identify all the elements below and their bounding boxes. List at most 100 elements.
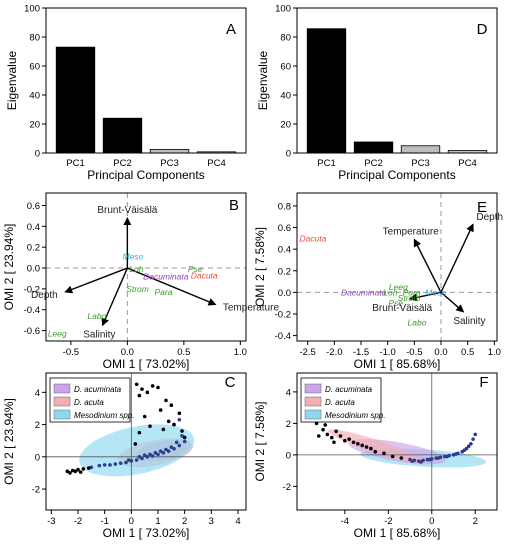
point-black-f xyxy=(332,440,336,445)
plot-frame-e xyxy=(296,192,498,342)
legend-label-c: Mesodinium spp. xyxy=(74,411,134,420)
x-axis-label-e: OMI 1 [ 85.68%] xyxy=(354,357,441,371)
y-tick-label-b: -0.4 xyxy=(24,305,40,316)
y-tick-label-a: 0 xyxy=(35,149,40,160)
y-tick-label-e: -0.4 xyxy=(275,331,291,342)
y-tick-label-d: 60 xyxy=(280,62,291,73)
point-blue-c xyxy=(137,455,142,459)
arrow-b-depth xyxy=(64,267,128,294)
point-black-f xyxy=(325,432,330,437)
x-tick-label-f: -2 xyxy=(384,516,392,527)
legend-label-f: Mesodinium spp. xyxy=(325,411,385,420)
panel-letter-f: F xyxy=(479,374,488,391)
point-black-c xyxy=(68,471,72,475)
point-black-c xyxy=(177,411,182,416)
point-blue-c xyxy=(124,460,128,465)
point-blue-f xyxy=(466,444,471,449)
plot-frame-b xyxy=(45,192,247,342)
y-tick-label-f: 0 xyxy=(286,450,291,461)
point-black-c xyxy=(133,442,138,446)
y-tick-label-d: 100 xyxy=(275,4,291,15)
point-black-c xyxy=(161,427,166,432)
point-black-c xyxy=(180,429,184,433)
legend-f: D. acuminata D. acuta Mesodinium spp. xyxy=(300,377,385,423)
panel-letter-c: C xyxy=(225,374,236,391)
arrow-label-e-temperature: Temperature xyxy=(383,226,440,237)
panel-b: Brunt-Väisälä Depth Salinity Temperature Mes… xyxy=(2,192,279,371)
point-blue-c xyxy=(174,440,179,445)
point-blue-c xyxy=(177,443,182,448)
y-tick-label-d: 40 xyxy=(280,91,291,102)
legend-label-f: D. acuta xyxy=(325,398,355,407)
point-blue-f xyxy=(462,448,467,452)
category-label-a: PC4 xyxy=(207,158,225,169)
y-axis-label-f: OMI 2 [ 7.58%] xyxy=(253,401,267,481)
panel-c: D. acuminata D. acuta Mesodinium spp. -2 0 2 4… xyxy=(2,372,247,540)
species-label-b-para: Para xyxy=(155,287,173,297)
y-tick-label-b: -0.2 xyxy=(24,284,40,295)
y-tick-label-d: 80 xyxy=(280,33,291,44)
plot-area-c xyxy=(46,373,246,510)
x-tick-label-e: 0.0 xyxy=(434,347,447,358)
category-label-d: PC4 xyxy=(458,158,476,169)
point-black-c xyxy=(78,470,83,474)
point-black-f xyxy=(347,437,351,441)
point-black-c xyxy=(156,385,160,390)
arrow-e-depth xyxy=(440,223,474,293)
y-axis-label-c: OMI 2 [ 23.94%] xyxy=(2,398,16,485)
panel-letter-d: D xyxy=(477,21,488,38)
x-tick-label-e: -1.0 xyxy=(379,347,395,358)
species-label-b-loh: Loh xyxy=(129,264,143,274)
point-black-c xyxy=(145,390,150,395)
x-tick-label-b: 0.5 xyxy=(177,347,190,358)
y-tick-label-f: 2 xyxy=(286,419,291,430)
point-blue-c xyxy=(161,450,166,455)
panel-f: D. acuminata D. acuta Mesodinium spp. -2 0 2 4… xyxy=(253,372,498,540)
point-black-f xyxy=(334,429,338,434)
y-tick-label-a: 80 xyxy=(29,33,40,44)
x-tick-label-c: 1 xyxy=(155,516,160,527)
legend-label-c: D. acuminata xyxy=(74,385,122,394)
point-blue-f xyxy=(453,452,458,456)
point-blue-c xyxy=(108,463,112,467)
ellipse-c-mesodinium-spp- xyxy=(79,424,195,477)
point-black-f xyxy=(329,435,334,440)
point-black-c xyxy=(169,403,174,408)
point-black-c xyxy=(86,466,91,470)
point-blue-c xyxy=(166,449,171,453)
point-blue-c xyxy=(97,463,102,468)
point-black-c xyxy=(148,424,152,428)
y-axis-label-d: Eigenvalue xyxy=(256,50,270,110)
y-tick-label-e: -0.2 xyxy=(275,309,291,320)
x-tick-label-e: 0.5 xyxy=(461,347,474,358)
point-blue-c xyxy=(118,461,123,466)
y-axis-label-b: OMI 2 [ 23.94%] xyxy=(2,224,16,311)
point-black-c xyxy=(140,387,144,391)
point-black-f xyxy=(382,451,386,456)
x-tick-label-c: 0 xyxy=(129,516,134,527)
point-black-c xyxy=(137,393,142,398)
legend-swatch-f xyxy=(304,409,322,420)
species-label-e-dacuminata: Dacuminata xyxy=(341,287,387,297)
panel-letter-b: B xyxy=(229,197,239,214)
point-black-c xyxy=(182,435,187,440)
x-tick-label-c: -2 xyxy=(74,516,82,527)
y-tick-label-b: -0.6 xyxy=(24,326,40,337)
y-tick-label-f: 4 xyxy=(286,387,291,398)
y-tick-label-b: 0.4 xyxy=(27,222,40,233)
x-tick-label-e: -2.5 xyxy=(299,347,315,358)
species-label-b-dacuminata: Dacuminata xyxy=(143,271,189,281)
y-tick-label-e: 0.0 xyxy=(278,288,291,299)
category-label-a: PC1 xyxy=(66,158,84,169)
plot-frame-a xyxy=(45,7,247,154)
y-tick-label-e: 0.6 xyxy=(278,223,291,234)
y-tick-label-b: 0.6 xyxy=(27,201,40,212)
y-tick-label-a: 100 xyxy=(24,4,40,15)
x-tick-label-e: 1.0 xyxy=(488,347,501,358)
point-blue-c xyxy=(158,449,163,453)
arrow-label-b-salinity: Salinity xyxy=(83,329,115,340)
panel-e: Temperature Depth Brunt-Väisälä Salinity Dac… xyxy=(253,192,503,371)
point-blue-f xyxy=(427,457,432,462)
legend-swatch-f xyxy=(304,396,322,407)
plot-frame-f xyxy=(296,372,498,511)
